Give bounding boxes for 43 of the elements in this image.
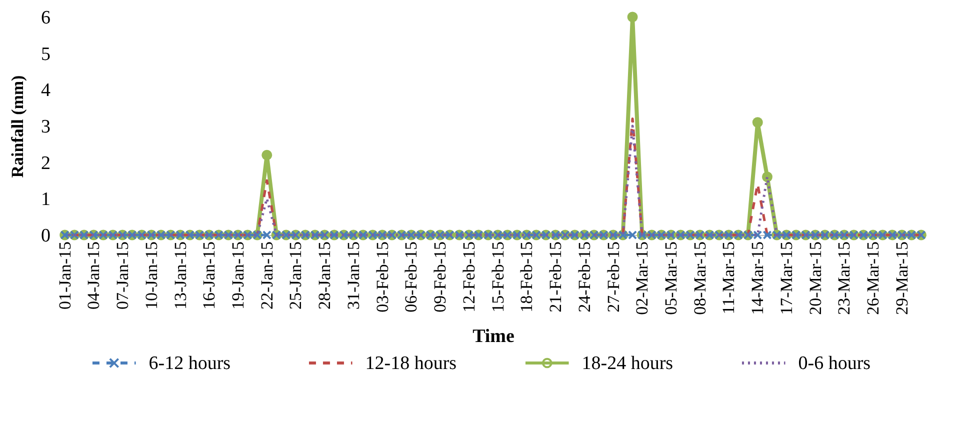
x-tick-label: 02-Mar-15 <box>632 242 652 315</box>
x-tick-label: 31-Jan-15 <box>344 242 363 310</box>
x-tick-label: 03-Feb-15 <box>372 242 392 312</box>
x-tick-label: 05-Mar-15 <box>662 242 681 315</box>
x-tick-label: 24-Feb-15 <box>574 242 594 312</box>
y-tick-label: 0 <box>41 226 50 246</box>
legend-label: 0-6 hours <box>798 353 871 374</box>
y-tick-label: 2 <box>41 152 50 174</box>
x-tick-label: 08-Mar-15 <box>690 242 710 315</box>
y-axis-title: Rainfall (mm) <box>8 75 27 178</box>
x-tick-label: 10-Jan-15 <box>142 242 161 310</box>
legend-label: 18-24 hours <box>582 353 674 374</box>
y-tick-label: 3 <box>41 116 50 138</box>
x-tick-label: 21-Feb-15 <box>546 242 566 312</box>
x-tick-label: 15-Feb-15 <box>488 242 508 312</box>
x-tick-label: 01-Jan-15 <box>55 242 74 310</box>
legend-label: 6-12 hours <box>148 353 231 374</box>
y-tick-label: 6 <box>41 8 50 28</box>
x-tick-label: 25-Jan-15 <box>286 242 306 310</box>
x-tick-label: 09-Feb-15 <box>430 242 450 312</box>
x-tick-label: 27-Feb-15 <box>604 242 623 312</box>
legend-label: 12-18 hours <box>365 353 457 374</box>
x-tick-label: 23-Mar-15 <box>834 242 854 315</box>
x-tick-label: 17-Mar-15 <box>776 242 796 315</box>
y-tick-label: 5 <box>41 44 50 65</box>
x-tick-label: 04-Jan-15 <box>84 242 104 310</box>
x-tick-label: 29-Mar-15 <box>892 242 912 315</box>
x-axis-title: Time <box>472 326 514 347</box>
x-tick-label: 14-Mar-15 <box>748 242 768 315</box>
x-tick-label: 07-Jan-15 <box>113 242 132 310</box>
x-tick-label: 26-Mar-15 <box>864 242 883 315</box>
x-tick-label: 18-Feb-15 <box>517 242 536 312</box>
x-tick-label: 12-Feb-15 <box>459 242 478 312</box>
x-tick-label: 20-Mar-15 <box>806 242 825 315</box>
x-tick-label: 22-Jan-15 <box>257 242 276 310</box>
x-tick-label: 11-Mar-15 <box>719 242 738 314</box>
x-tick-label: 06-Feb-15 <box>402 242 421 312</box>
x-tick-label: 28-Jan-15 <box>315 242 334 310</box>
x-tick-label: 13-Jan-15 <box>170 242 190 310</box>
y-tick-label: 4 <box>41 80 51 102</box>
y-tick-label: 1 <box>41 189 50 210</box>
x-tick-label: 16-Jan-15 <box>200 242 219 310</box>
x-tick-label: 19-Jan-15 <box>228 242 248 310</box>
